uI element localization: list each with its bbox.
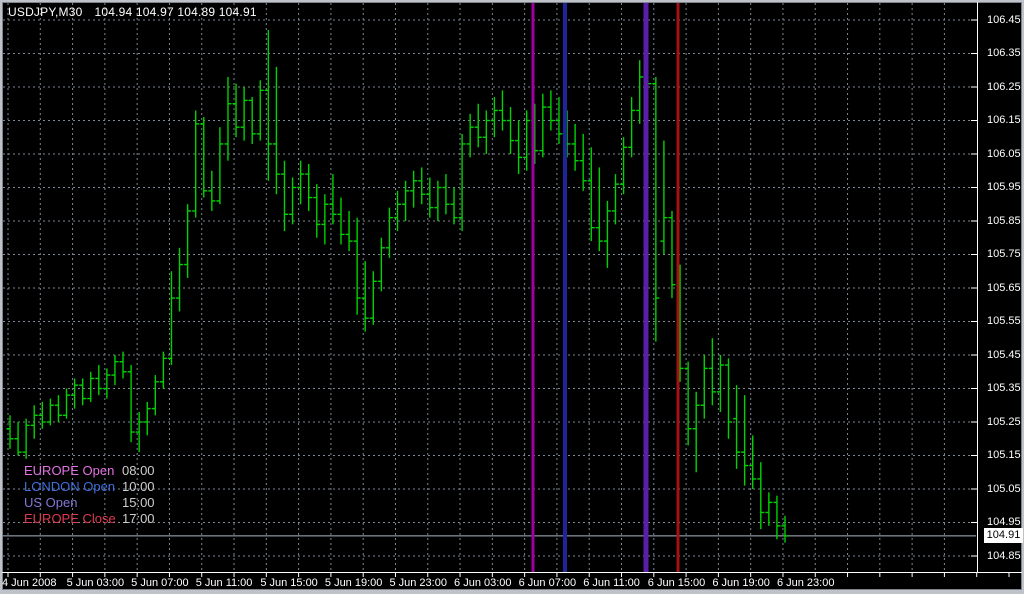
legend-row-europe-open: EUROPE Open 08:00	[24, 463, 194, 479]
legend-row-london-open: LONDON Open 10:00	[24, 479, 194, 495]
time-axis-label: 6 Jun 19:00	[712, 577, 770, 589]
price-axis-label: 105.35	[987, 382, 1021, 394]
legend-session-time: 10:00	[122, 479, 155, 494]
legend-session-time: 15:00	[122, 495, 155, 510]
time-axis-label: 6 Jun 07:00	[518, 577, 577, 589]
price-axis-label: 106.45	[987, 13, 1021, 26]
price-axis[interactable]: 106.45 106.35 106.25 106.15 106.05 105.95 105.…	[983, 0, 1024, 572]
legend-session-name: LONDON Open	[24, 479, 116, 494]
legend-session-name: US Open	[24, 495, 78, 510]
legend-row-us-open: US Open 15:00	[24, 495, 194, 511]
legend-session-name: EUROPE Open	[24, 463, 115, 478]
time-axis-label: 6 Jun 03:00	[454, 577, 512, 589]
price-axis-label: 105.95	[987, 181, 1021, 193]
session-legend: EUROPE Open 08:00 LONDON Open 10:00 US Open 1…	[24, 463, 194, 527]
time-axis[interactable]: 4 Jun 2008 5 Jun 03:00 5 Jun 07:00 5 Jun 11…	[0, 573, 1024, 591]
symbol-period-label: USDJPY,M30	[8, 5, 83, 19]
time-axis-label: 4 Jun 2008	[2, 577, 57, 589]
ohlc-bars	[6, 30, 789, 543]
price-axis-label: 106.25	[987, 80, 1021, 93]
price-axis-label: 105.45	[987, 348, 1021, 361]
price-axis-label: 105.65	[987, 281, 1021, 294]
time-axis-label: 6 Jun 11:00	[583, 577, 640, 589]
time-axis-label: 5 Jun 03:00	[66, 577, 125, 589]
time-axis-label: 6 Jun 15:00	[647, 577, 706, 589]
time-axis-label: 5 Jun 15:00	[260, 577, 318, 589]
time-axis-label: 5 Jun 07:00	[131, 577, 189, 589]
price-axis-label: 106.15	[987, 114, 1021, 126]
price-axis-label: 105.85	[987, 214, 1021, 227]
time-axis-label: 5 Jun 11:00	[195, 577, 253, 589]
price-axis-label: 105.05	[987, 482, 1021, 495]
price-axis-label: 105.15	[987, 449, 1021, 461]
time-axis-label: 5 Jun 23:00	[389, 577, 447, 589]
chart-title: USDJPY,M30 104.94 104.97 104.89 104.91	[8, 5, 257, 19]
price-axis-label: 104.85	[987, 549, 1021, 562]
price-axis-label: 105.25	[987, 415, 1021, 428]
price-axis-label: 104.95	[987, 516, 1021, 528]
price-axis-label: 106.35	[987, 47, 1021, 59]
legend-session-time: 08:00	[122, 463, 155, 478]
legend-row-europe-close: EUROPE Close 17:00	[24, 511, 194, 527]
legend-session-time: 17:00	[122, 511, 155, 526]
time-axis-label: 5 Jun 19:00	[324, 577, 383, 589]
axis-frame	[2, 2, 1022, 577]
gridlines	[3, 3, 976, 571]
price-axis-label: 105.75	[987, 248, 1021, 260]
price-axis-label: 105.55	[987, 315, 1021, 327]
time-axis-label: 6 Jun 23:00	[776, 577, 835, 589]
price-axis-label: 106.05	[987, 147, 1021, 160]
current-price-badge: 104.91	[984, 528, 1023, 543]
quote-ohlc-label: 104.94 104.97 104.89 104.91	[94, 5, 257, 19]
legend-session-name: EUROPE Close	[24, 511, 116, 526]
